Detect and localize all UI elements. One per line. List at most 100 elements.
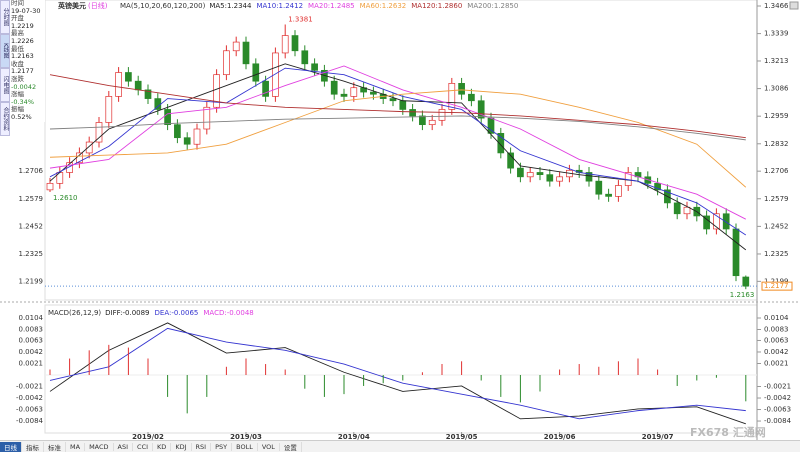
candle-body <box>105 96 113 123</box>
info-key: 涨跌 <box>11 74 24 83</box>
last-price-box <box>761 281 793 291</box>
y-tick-label-left: -0.0063 <box>16 406 43 414</box>
tab[interactable]: 分时图 <box>0 0 10 34</box>
info-key: 收盘 <box>11 59 24 68</box>
macd-indicator: MACD(26,12,9) <box>48 309 101 317</box>
candle-body <box>291 35 299 52</box>
info-key: 最低 <box>11 44 24 53</box>
toolbar-button[interactable]: 日线 <box>0 441 22 452</box>
ma-line <box>49 65 747 220</box>
watermark-text: 汇通网 <box>732 426 766 439</box>
candle-body <box>203 106 211 130</box>
toolbar-button[interactable]: PSY <box>211 442 233 451</box>
candle-body <box>281 35 289 54</box>
toolbar-button[interactable]: 指标 <box>22 441 44 452</box>
price-annotation: 1.3381 <box>288 15 313 23</box>
candle-body <box>262 80 269 97</box>
y-tick-label: 1.2959 <box>764 112 789 120</box>
y-tick-label: 1.2199 <box>764 277 789 285</box>
candle-body <box>654 182 661 191</box>
toolbar-button[interactable]: KDJ <box>171 442 192 451</box>
info-key: 时间 <box>11 0 24 7</box>
y-tick-label: 1.3339 <box>764 30 789 38</box>
y-tick-label: 1.3213 <box>764 57 789 65</box>
y-tick-label-left: 0.0042 <box>19 348 44 356</box>
candle-body <box>134 80 142 91</box>
ma-line <box>49 115 746 141</box>
candle-body <box>66 162 73 173</box>
y-tick-label: 1.2706 <box>764 167 789 175</box>
candle-body <box>193 128 201 145</box>
y-tick-label: 1.3466 <box>764 2 789 10</box>
y-tick-label-left: -0.0042 <box>16 394 43 402</box>
price-panel <box>44 0 758 301</box>
candle-body <box>742 276 750 287</box>
candle-body <box>546 174 554 182</box>
y-tick-label-left: 1.2579 <box>19 195 44 203</box>
toolbar-button[interactable]: CCI <box>133 442 154 451</box>
toolbar-button[interactable]: MACD <box>85 442 114 451</box>
candle-body <box>232 41 240 52</box>
info-value: 0.52% <box>11 112 32 121</box>
y-tick-label-left: -0.0084 <box>16 417 44 425</box>
legend-entry: MA60:1.2632 <box>360 2 407 10</box>
y-tick-label: 1.2452 <box>764 222 789 230</box>
candle-body <box>389 98 397 102</box>
toolbar-button[interactable]: 标准 <box>44 441 66 452</box>
info-value: -0.0042 <box>11 82 37 91</box>
candle-body <box>164 109 171 126</box>
y-tick-label: 0.0021 <box>764 359 789 367</box>
candle-body <box>703 215 710 230</box>
candle-body <box>438 109 446 121</box>
candle-body <box>213 74 220 108</box>
y-tick-label-left: 0.0021 <box>19 359 44 367</box>
candle-body <box>330 80 338 95</box>
candle-body <box>585 172 593 182</box>
y-tick-label-left: 1.2199 <box>19 277 44 285</box>
toolbar-button[interactable]: 设置 <box>280 441 302 452</box>
candle-body <box>517 167 524 178</box>
y-tick-label: 0.0104 <box>764 314 789 322</box>
y-tick-label: 1.3086 <box>764 85 789 93</box>
legend-entry: MA200:1.2850 <box>467 2 518 10</box>
toolbar-button[interactable]: RSI <box>192 442 212 451</box>
y-tick-label: 0.0042 <box>764 348 789 356</box>
chart-area: 英镑美元 (日线) MA(5,10,20,60,120,200) MACD(26… <box>0 0 800 440</box>
candle-body <box>252 63 260 82</box>
tab[interactable]: 闪电图 <box>0 68 10 102</box>
y-tick-label: 0.0063 <box>764 336 789 344</box>
y-tick-label-left: 1.2706 <box>19 167 44 175</box>
x-tick-label: 2019/07 <box>642 433 674 440</box>
candle-body <box>85 141 93 154</box>
watermark: FX678 汇通网 <box>690 424 766 440</box>
candle-body <box>340 93 348 97</box>
candle-body <box>536 172 544 175</box>
candle-body <box>468 93 475 102</box>
price-annotation: 1.2610 <box>53 194 78 202</box>
x-tick-label: 2019/04 <box>338 433 370 440</box>
info-key: 振幅 <box>11 105 24 114</box>
toolbar-button[interactable]: VOL <box>258 442 280 451</box>
candle-body <box>301 50 309 65</box>
candle-body <box>409 109 416 117</box>
candle-body <box>448 83 456 110</box>
legend-entry: MA20:1.2485 <box>308 2 355 10</box>
toolbar-button[interactable]: BOLL <box>232 442 258 451</box>
y-tick-label: 1.2832 <box>764 140 789 148</box>
toolbar-button[interactable]: KD <box>153 442 172 451</box>
tab[interactable]: K线图 <box>0 34 10 68</box>
candle-body <box>507 152 514 169</box>
y-tick-label: -0.0021 <box>764 383 791 391</box>
y-tick-label-left: 1.2452 <box>19 222 44 230</box>
y-tick-label-left: 0.0104 <box>19 314 44 322</box>
tab[interactable]: 合约资料 <box>0 102 10 136</box>
y-tick-label: -0.0042 <box>764 394 791 402</box>
y-tick-label-left: 1.2325 <box>19 250 44 258</box>
price-annotation: 1.2163 <box>730 291 755 299</box>
candle-body <box>605 193 612 197</box>
settings-icon[interactable] <box>789 1 799 10</box>
y-tick-label: 1.2325 <box>764 250 789 258</box>
toolbar-button[interactable]: MA <box>66 442 86 451</box>
toolbar-button[interactable]: ASI <box>114 442 134 451</box>
x-tick-label: 2019/05 <box>446 433 478 440</box>
